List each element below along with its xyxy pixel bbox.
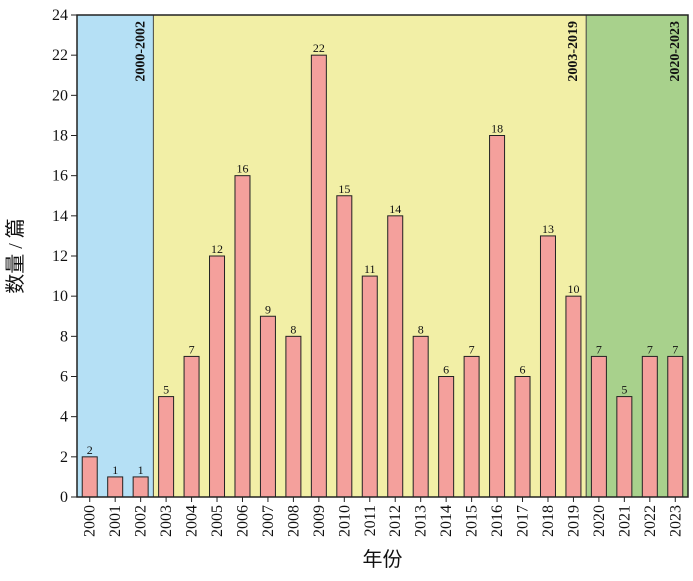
bar-value-label-2009: 22: [313, 41, 325, 55]
bar-value-label-2021: 5: [621, 383, 627, 397]
x-tick-label-2018: 2018: [540, 505, 557, 537]
y-tick-label-16: 16: [52, 168, 68, 185]
bar-2023: [667, 355, 684, 498]
x-tick-label-2004: 2004: [184, 505, 201, 537]
bar-value-label-2011: 11: [364, 262, 376, 276]
x-tick-label-2016: 2016: [489, 505, 506, 537]
bar-value-label-2008: 8: [290, 322, 296, 336]
bar-2011: [361, 275, 378, 498]
x-tick-label-2023: 2023: [667, 505, 684, 537]
bar-value-label-2006: 16: [236, 162, 248, 176]
x-tick-label-2001: 2001: [107, 505, 124, 537]
bar-2018: [539, 235, 556, 498]
x-tick-label-2017: 2017: [515, 505, 532, 537]
bar-2019: [565, 295, 582, 498]
y-axis-title: 数量 / 篇: [4, 218, 27, 294]
bar-value-label-2007: 9: [265, 302, 271, 316]
x-tick-label-2015: 2015: [464, 505, 481, 537]
bar-2022: [641, 355, 658, 498]
bar-2000: [81, 456, 98, 498]
period-label-3: 2020-2023: [668, 21, 683, 82]
bar-value-label-2022: 7: [647, 342, 653, 356]
y-tick-label-8: 8: [60, 328, 68, 345]
bar-2015: [463, 355, 480, 498]
y-tick-label-20: 20: [52, 87, 68, 104]
bar-value-label-2019: 10: [567, 282, 579, 296]
bar-2004: [183, 355, 200, 498]
bar-value-label-2002: 1: [138, 463, 144, 477]
bar-value-label-2005: 12: [211, 242, 223, 256]
y-tick-label-10: 10: [52, 288, 68, 305]
y-tick-label-22: 22: [52, 47, 68, 64]
x-tick-label-2013: 2013: [413, 505, 430, 537]
period-labels: 2000-2002 2003-2019 2020-2023: [133, 21, 683, 82]
x-tick-label-2003: 2003: [158, 505, 175, 537]
y-tick-label-2: 2: [60, 449, 68, 466]
bar-value-label-2004: 7: [189, 342, 195, 356]
bar-value-label-2010: 15: [338, 182, 350, 196]
x-tick-label-2008: 2008: [285, 505, 302, 537]
x-tick-label-2010: 2010: [336, 505, 353, 537]
period-label-2: 2003-2019: [566, 21, 581, 82]
bar-value-label-2001: 1: [112, 463, 118, 477]
bar-2020: [590, 355, 607, 498]
period-background-1: [77, 15, 154, 497]
y-tick-label-0: 0: [60, 489, 68, 506]
x-tick-label-2007: 2007: [260, 505, 277, 537]
bar-2007: [259, 315, 276, 498]
x-tick-label-2020: 2020: [591, 505, 608, 537]
bar-value-label-2017: 6: [520, 363, 526, 377]
x-tick-label-2014: 2014: [438, 505, 455, 537]
bar-2006: [234, 175, 251, 498]
x-tick-label-2011: 2011: [362, 505, 379, 536]
bar-2002: [132, 476, 149, 498]
bar-2013: [412, 335, 429, 498]
bar-value-label-2012: 14: [389, 202, 401, 216]
bar-value-label-2014: 6: [443, 363, 449, 377]
bar-value-label-2018: 13: [542, 222, 554, 236]
y-tick-label-6: 6: [60, 369, 68, 386]
y-tick-label-14: 14: [52, 208, 68, 225]
y-tick-label-4: 4: [60, 409, 68, 426]
bar-value-label-2015: 7: [469, 342, 475, 356]
period-label-1: 2000-2002: [133, 21, 148, 82]
x-tick-label-2022: 2022: [642, 505, 659, 537]
x-axis-title: 年份: [363, 548, 403, 571]
bar-2017: [514, 376, 531, 498]
bar-2016: [489, 135, 506, 498]
y-tick-label-12: 12: [52, 248, 68, 265]
x-tick-label-2000: 2000: [82, 505, 99, 537]
bar-2012: [387, 215, 404, 498]
bar-2014: [438, 376, 455, 498]
bar-value-label-2013: 8: [418, 322, 424, 336]
x-tick-label-2002: 2002: [133, 505, 150, 537]
bar-2001: [107, 476, 124, 498]
bar-value-label-2000: 2: [87, 443, 93, 457]
bar-value-label-2023: 7: [672, 342, 678, 356]
bar-value-label-2016: 18: [491, 122, 503, 136]
bar-2021: [616, 396, 633, 498]
x-tick-label-2019: 2019: [565, 505, 582, 537]
x-tick-label-2009: 2009: [311, 505, 328, 537]
x-tick-label-2006: 2006: [234, 505, 251, 537]
bar-value-label-2003: 5: [163, 383, 169, 397]
bar-2009: [310, 54, 327, 498]
bar-2008: [285, 335, 302, 498]
y-tick-label-24: 24: [52, 7, 68, 24]
y-tick-label-18: 18: [52, 128, 68, 145]
x-tick-label-2012: 2012: [387, 505, 404, 537]
x-tick-label-2021: 2021: [616, 505, 633, 537]
bar-2010: [336, 195, 353, 498]
bar-value-label-2020: 7: [596, 342, 602, 356]
bar-2005: [209, 255, 226, 498]
x-tick-label-2005: 2005: [209, 505, 226, 537]
bar-2003: [158, 396, 175, 498]
